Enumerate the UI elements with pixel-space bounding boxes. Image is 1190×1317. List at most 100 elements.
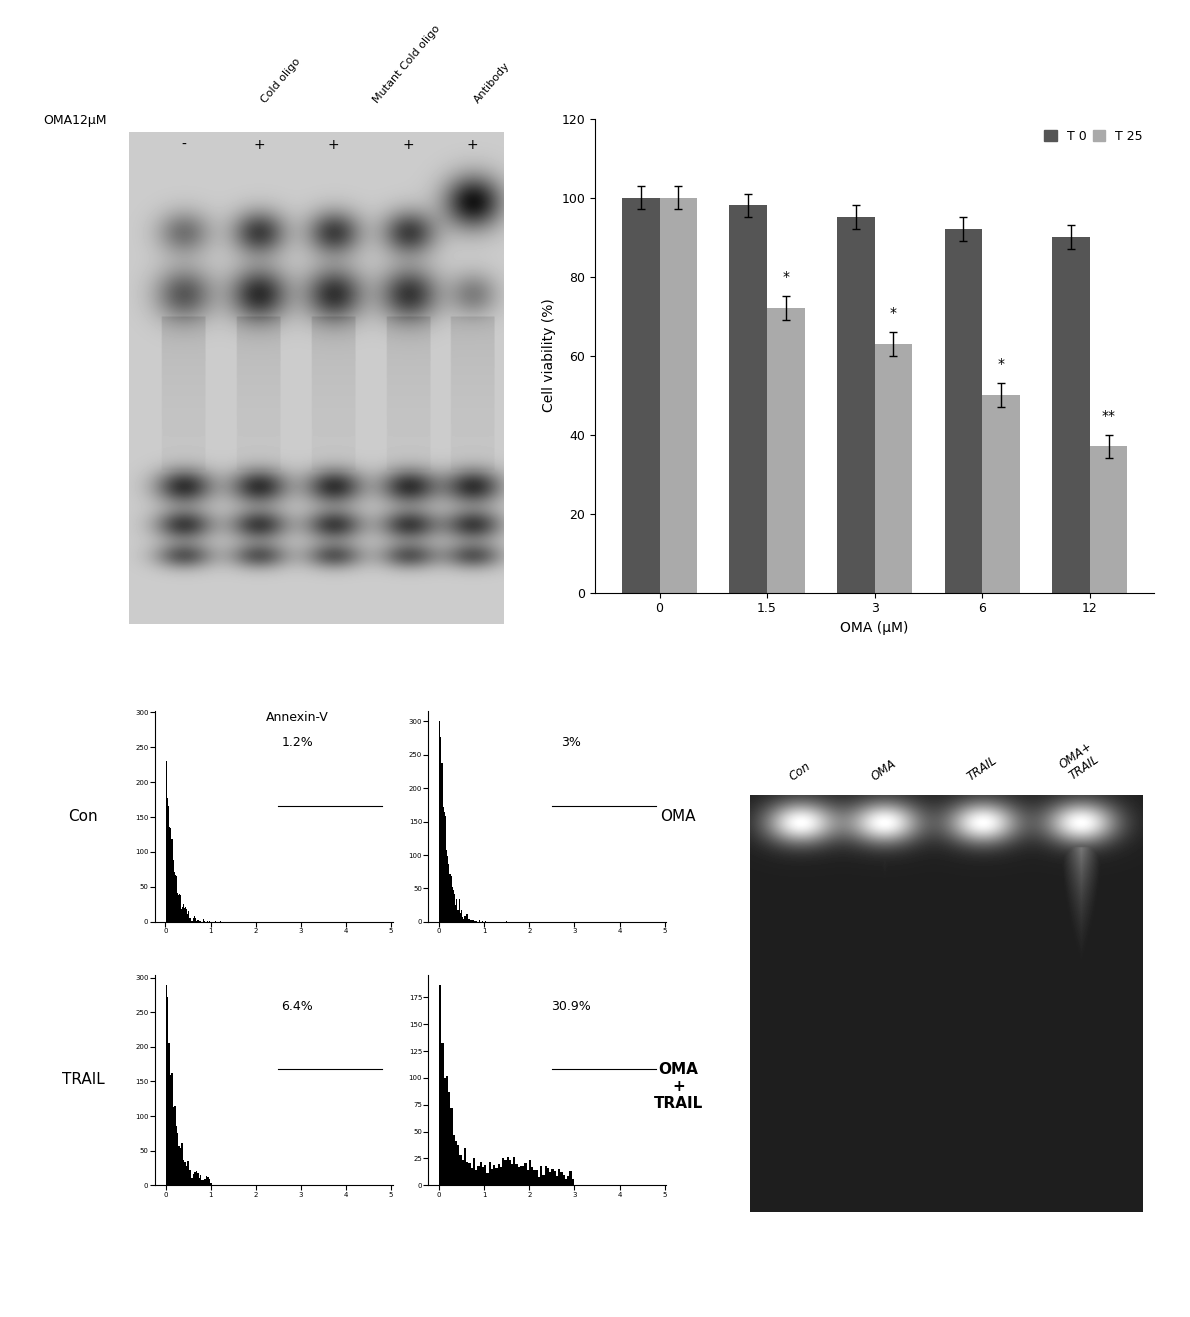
Bar	[505, 1159, 507, 1185]
Bar	[194, 1172, 195, 1185]
Bar	[525, 1163, 527, 1185]
Text: Antibody: Antibody	[472, 61, 513, 105]
Bar	[167, 997, 169, 1185]
Bar	[171, 1073, 173, 1185]
Text: *: *	[997, 357, 1004, 371]
Text: 6.4%: 6.4%	[282, 1000, 313, 1013]
Bar	[472, 1159, 475, 1185]
Bar	[493, 1166, 495, 1185]
Bar	[207, 1177, 208, 1185]
Bar	[439, 985, 441, 1185]
Bar	[190, 1169, 192, 1185]
Bar	[186, 1166, 187, 1185]
Bar	[203, 1180, 205, 1185]
Text: 1.2%: 1.2%	[282, 736, 313, 749]
Bar	[536, 1171, 538, 1185]
Bar	[518, 1167, 520, 1185]
Bar	[475, 1171, 477, 1185]
Bar	[837, 217, 875, 593]
Bar	[208, 1179, 211, 1185]
Bar	[553, 1171, 556, 1185]
Text: 30.9%: 30.9%	[551, 1000, 591, 1013]
Bar	[193, 1173, 194, 1185]
Bar	[569, 1171, 571, 1185]
Text: TRAIL: TRAIL	[964, 753, 1000, 784]
Bar	[490, 1169, 493, 1185]
Text: Cold oligo: Cold oligo	[259, 57, 302, 105]
Bar	[563, 1175, 565, 1185]
Bar	[527, 1171, 528, 1185]
Bar	[1090, 446, 1127, 593]
Bar	[515, 1164, 518, 1185]
Bar	[169, 1043, 170, 1185]
Bar	[480, 1162, 482, 1185]
Bar	[184, 1163, 186, 1185]
Bar	[622, 198, 659, 593]
Bar	[464, 1147, 466, 1185]
Bar	[466, 1162, 469, 1185]
Bar	[477, 1166, 480, 1185]
X-axis label: OMA (μM): OMA (μM)	[840, 620, 909, 635]
Bar	[200, 1175, 201, 1185]
Bar	[520, 1166, 522, 1185]
Bar	[452, 1135, 455, 1185]
Bar	[982, 395, 1020, 593]
Bar	[174, 1106, 176, 1185]
Text: Con: Con	[787, 760, 813, 784]
Bar	[178, 1146, 180, 1185]
Text: *: *	[890, 306, 897, 320]
Bar	[187, 1162, 188, 1185]
Bar	[183, 1160, 184, 1185]
Bar	[211, 1183, 212, 1185]
Bar	[457, 1144, 459, 1185]
Text: TRAIL: TRAIL	[62, 1072, 105, 1088]
Bar	[188, 1169, 190, 1185]
Bar	[446, 1076, 449, 1185]
Bar	[441, 1043, 444, 1185]
Bar	[455, 1142, 457, 1185]
Bar	[449, 1092, 451, 1185]
Bar	[170, 1075, 171, 1185]
Text: Mutant Cold oligo: Mutant Cold oligo	[371, 24, 441, 105]
Text: Con: Con	[69, 809, 98, 824]
Legend: T 0, T 25: T 0, T 25	[1039, 125, 1148, 148]
Bar	[768, 308, 804, 593]
Bar	[462, 1159, 464, 1185]
Bar	[487, 1173, 489, 1185]
Bar	[459, 1155, 462, 1185]
Bar	[469, 1163, 470, 1185]
Bar	[199, 1179, 200, 1185]
Bar	[551, 1169, 553, 1185]
Bar	[484, 1166, 487, 1185]
Text: +: +	[466, 138, 478, 151]
Bar	[571, 1179, 574, 1185]
Bar	[549, 1172, 551, 1185]
Bar	[513, 1158, 515, 1185]
Bar	[502, 1159, 505, 1185]
Text: +: +	[328, 138, 339, 151]
Bar	[945, 229, 982, 593]
Bar	[205, 1179, 206, 1185]
Text: -: -	[182, 138, 187, 151]
Bar	[545, 1166, 547, 1185]
Bar	[497, 1164, 500, 1185]
Bar	[509, 1159, 511, 1185]
Bar	[547, 1168, 549, 1185]
Bar	[181, 1143, 183, 1185]
Text: +: +	[253, 138, 264, 151]
Bar	[195, 1171, 198, 1185]
Text: **: **	[1102, 408, 1115, 423]
Bar	[500, 1167, 502, 1185]
Bar	[201, 1180, 203, 1185]
Bar	[451, 1108, 452, 1185]
Bar	[558, 1169, 560, 1185]
Text: 3%: 3%	[562, 736, 581, 749]
Bar	[528, 1159, 531, 1185]
Bar	[444, 1079, 446, 1185]
Bar	[470, 1168, 472, 1185]
Text: *: *	[782, 270, 789, 284]
Bar	[206, 1176, 207, 1185]
Text: OMA: OMA	[869, 757, 898, 784]
Bar	[875, 344, 913, 593]
Bar	[543, 1175, 545, 1185]
